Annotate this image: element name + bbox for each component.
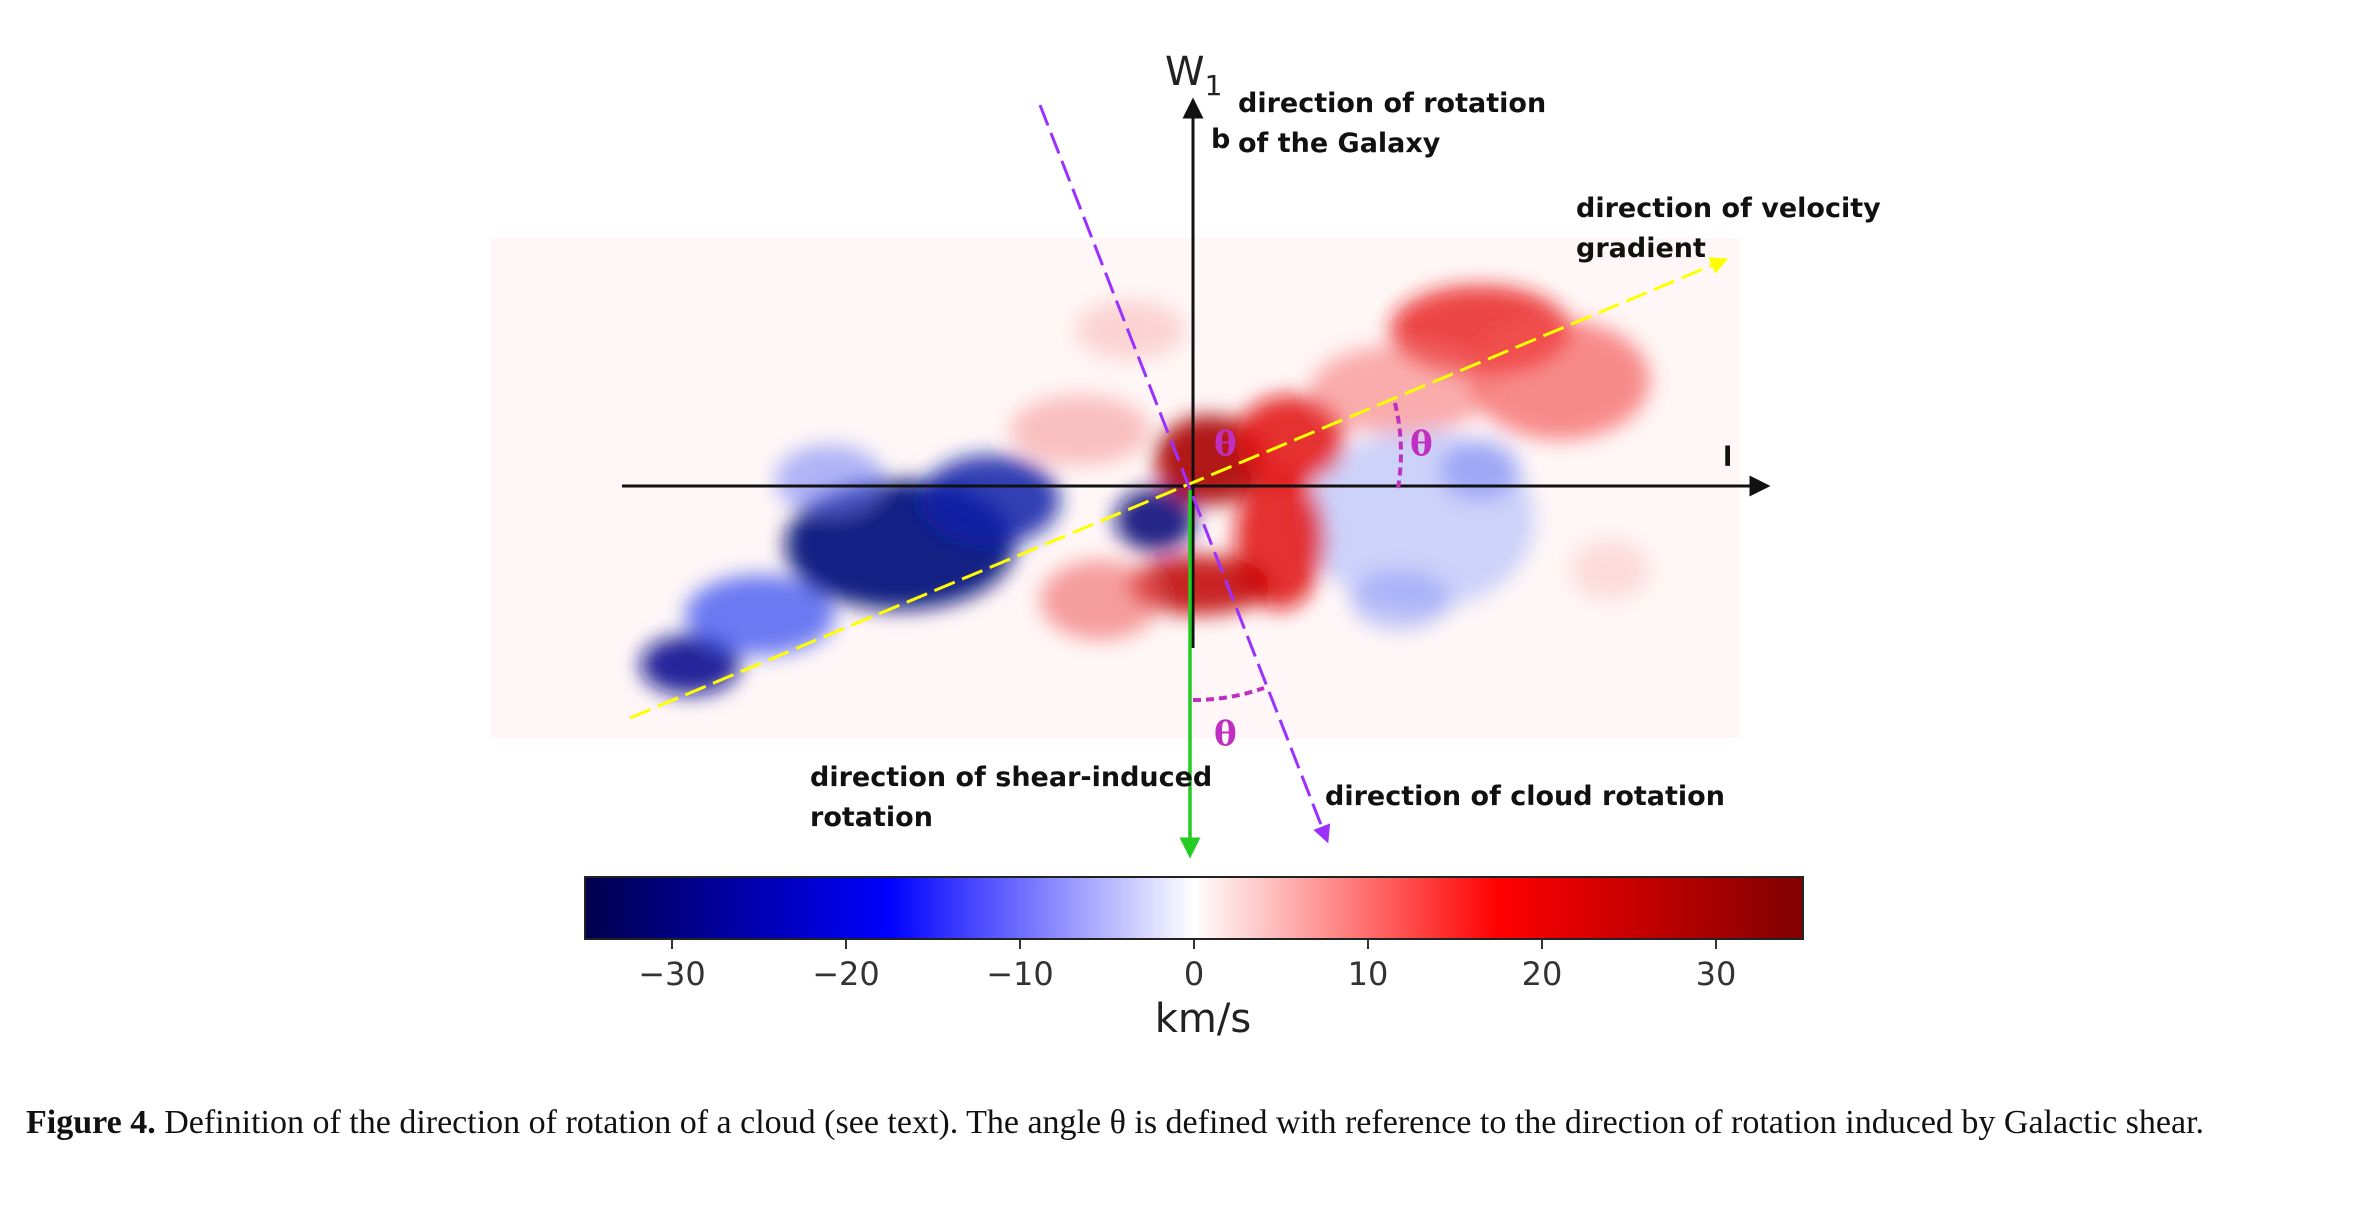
caption-label: Figure 4. — [26, 1104, 156, 1141]
axis-label-w1: W1 — [1165, 49, 1222, 102]
colorbar-tick-label: −20 — [812, 955, 880, 993]
velocity-gradient-label-1: direction of velocity — [1576, 193, 1881, 224]
colorbar-unit: km/s — [1155, 996, 1251, 1042]
colorbar-tick-label: 10 — [1348, 955, 1389, 993]
velocity-gradient-label-2: gradient — [1576, 233, 1706, 264]
galaxy-rotation-label-1: direction of rotation — [1238, 88, 1546, 119]
colorbar-tick-label: 20 — [1522, 955, 1563, 993]
theta-label-center: θ — [1214, 424, 1237, 464]
shear-rotation-label-1: direction of shear-induced — [810, 762, 1212, 793]
colorbar — [584, 876, 1804, 940]
velocity-map — [640, 285, 1650, 695]
theta-arc-bottom — [1192, 686, 1265, 703]
galaxy-rotation-label-2: of the Galaxy — [1238, 128, 1441, 159]
axis-label-b: b — [1211, 124, 1230, 155]
colorbar-ticks: −30 −20 −10 0 10 20 30 — [638, 939, 1736, 993]
theta-arc-right — [1393, 402, 1403, 489]
shear-rotation-label-2: rotation — [810, 802, 933, 833]
colorbar-tick-label: −10 — [986, 955, 1054, 993]
colorbar-tick-label: −30 — [638, 955, 706, 993]
velocity-gradient-line — [629, 257, 1729, 720]
theta-label-bottom: θ — [1214, 714, 1237, 754]
axis-label-l: l — [1723, 442, 1732, 473]
cloud-rotation-label: direction of cloud rotation — [1325, 781, 1725, 812]
cloud-rotation-line — [1038, 104, 1331, 844]
theta-label-right: θ — [1410, 424, 1433, 464]
colorbar-tick-label: 0 — [1184, 955, 1204, 993]
caption-text: Definition of the direction of rotation … — [155, 1104, 2205, 1141]
colorbar-tick-label: 30 — [1696, 955, 1737, 993]
figure-caption: Figure 4. Definition of the direction of… — [26, 1100, 2336, 1146]
